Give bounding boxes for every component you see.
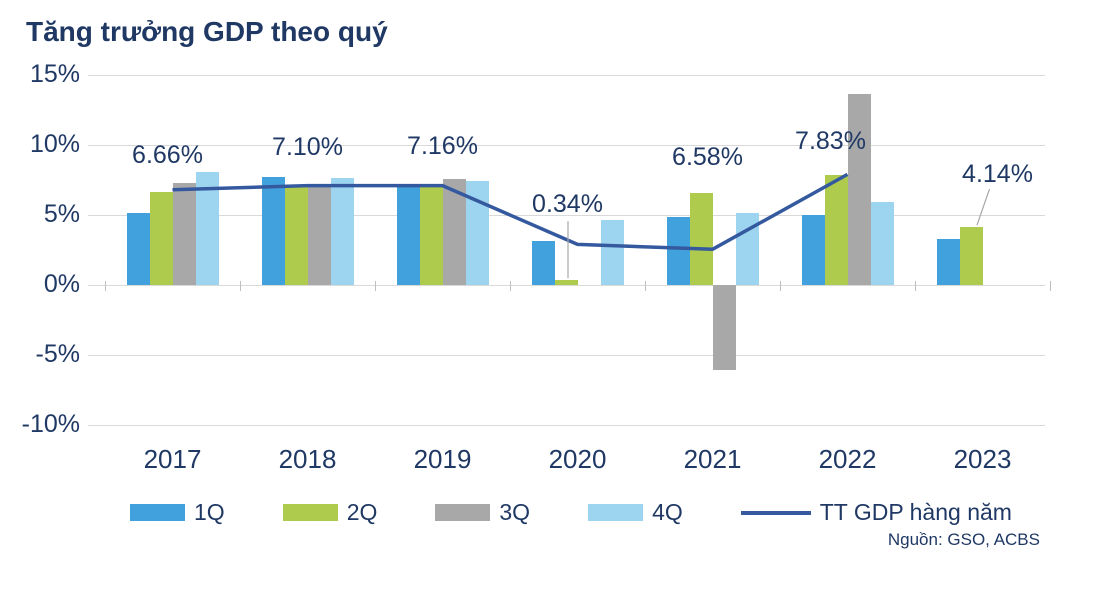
legend-item-1Q: 1Q xyxy=(130,499,225,526)
x-axis-label-2018: 2018 xyxy=(278,444,337,474)
legend-item-4Q: 4Q xyxy=(588,499,683,526)
bar-1Q-2021 xyxy=(666,217,690,285)
bar-4Q-2019 xyxy=(465,180,489,285)
legend-swatch-annual-line xyxy=(740,510,811,515)
bar-3Q-2017 xyxy=(172,182,196,285)
bar-1Q-2019 xyxy=(396,184,420,285)
x-axis-tick xyxy=(510,281,511,291)
legend-label-4Q: 4Q xyxy=(652,499,683,525)
legend-item-annual-line: TT GDP hàng năm xyxy=(740,499,1012,526)
bar-1Q-2020 xyxy=(531,240,555,285)
bar-3Q-2022 xyxy=(847,93,871,285)
data-label-2020: 0.34% xyxy=(532,190,603,219)
x-axis-tick xyxy=(105,281,106,291)
legend-swatch-2Q xyxy=(282,504,338,521)
bar-1Q-2017 xyxy=(126,212,150,285)
legend: 1Q 2Q 3Q 4Q TT GDP hàng năm xyxy=(130,499,1012,526)
data-label-2023: 4.14% xyxy=(962,160,1033,189)
bar-3Q-2018 xyxy=(307,185,331,285)
bar-2Q-2021 xyxy=(689,192,713,285)
x-axis-tick xyxy=(915,281,916,291)
y-axis-label: -5% xyxy=(35,340,80,368)
y-axis-label: 0% xyxy=(43,270,80,298)
bar-3Q-2019 xyxy=(442,178,466,285)
y-axis-label: 5% xyxy=(43,200,80,228)
x-axis-tick xyxy=(375,281,376,291)
bar-2Q-2019 xyxy=(419,184,443,285)
x-axis-label-2022: 2022 xyxy=(818,444,877,474)
bar-2Q-2022 xyxy=(824,175,848,285)
y-axis-label: -10% xyxy=(21,410,80,438)
data-label-2022: 7.83% xyxy=(795,127,866,156)
chart-title: Tăng trưởng GDP theo quý xyxy=(26,16,388,47)
data-label-2017: 6.66% xyxy=(132,140,203,169)
gridline-15% xyxy=(88,75,1045,76)
x-axis-label-2021: 2021 xyxy=(683,444,742,474)
bar-2Q-2017 xyxy=(149,191,173,285)
x-axis-label-2023: 2023 xyxy=(953,444,1012,474)
y-axis-label: 15% xyxy=(29,60,80,88)
data-label-2021: 6.58% xyxy=(672,142,743,171)
legend-label-annual-line: TT GDP hàng năm xyxy=(819,499,1012,525)
data-label-2019: 7.16% xyxy=(407,131,478,160)
x-axis-tick xyxy=(1050,281,1051,291)
gridline--10% xyxy=(88,425,1045,426)
source-note: Nguồn: GSO, ACBS xyxy=(887,530,1040,549)
bar-2Q-2023 xyxy=(959,227,983,285)
x-axis-label-2017: 2017 xyxy=(143,444,202,474)
data-label-2018: 7.10% xyxy=(272,132,343,161)
bar-4Q-2022 xyxy=(870,202,894,285)
legend-label-1Q: 1Q xyxy=(194,499,225,525)
gridline--5% xyxy=(88,355,1045,356)
bar-4Q-2021 xyxy=(735,212,759,285)
x-axis-tick xyxy=(780,281,781,291)
x-axis-label-2020: 2020 xyxy=(548,444,607,474)
x-axis-tick xyxy=(645,281,646,291)
bar-4Q-2020 xyxy=(600,219,624,285)
legend-label-2Q: 2Q xyxy=(346,499,378,525)
bar-4Q-2017 xyxy=(195,172,219,285)
x-axis-tick xyxy=(240,281,241,291)
bar-4Q-2018 xyxy=(330,177,354,285)
x-axis-label-2019: 2019 xyxy=(413,444,472,474)
bar-1Q-2018 xyxy=(261,177,285,285)
y-axis-label: 10% xyxy=(29,130,80,158)
legend-swatch-4Q xyxy=(588,504,644,521)
legend-label-3Q: 3Q xyxy=(499,499,531,525)
gridline-10% xyxy=(88,145,1045,146)
bar-1Q-2022 xyxy=(801,215,825,285)
bar-2Q-2020 xyxy=(554,280,578,285)
legend-swatch-3Q xyxy=(435,504,491,521)
bar-1Q-2023 xyxy=(936,238,960,285)
gridline-0% xyxy=(88,285,1045,286)
bar-3Q-2021 xyxy=(712,285,736,371)
legend-item-2Q: 2Q xyxy=(282,499,378,526)
legend-swatch-1Q xyxy=(130,504,185,521)
legend-item-3Q: 3Q xyxy=(435,499,530,526)
bar-2Q-2018 xyxy=(284,185,308,285)
